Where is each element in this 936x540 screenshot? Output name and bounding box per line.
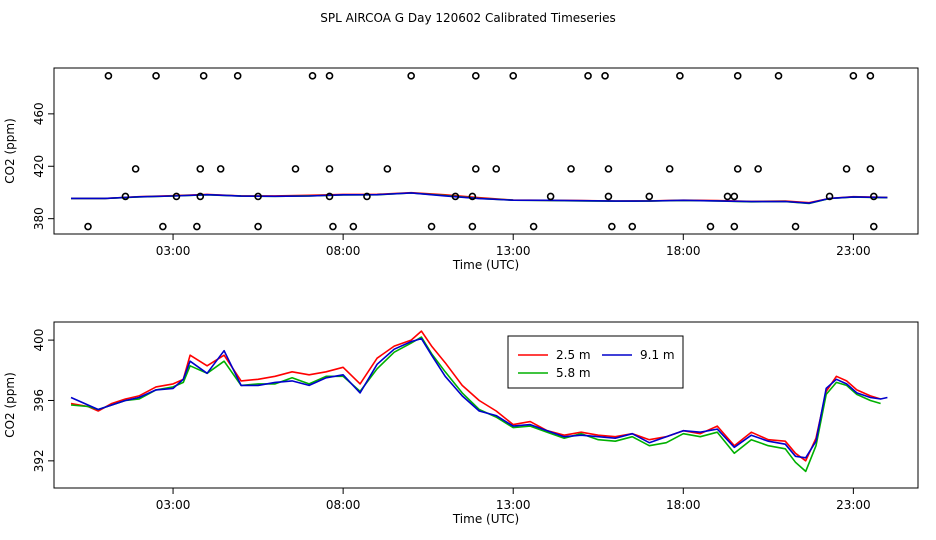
calibration-point xyxy=(546,192,555,201)
calibration-point xyxy=(567,165,575,173)
calibration-point xyxy=(601,72,609,80)
y-tick-label: 396 xyxy=(32,389,46,412)
calibration-point xyxy=(254,222,262,231)
y-tick-label: 380 xyxy=(32,207,46,230)
calibration-point xyxy=(291,165,300,173)
calibration-point xyxy=(774,72,783,80)
calibration-point xyxy=(723,192,732,201)
calibration-point xyxy=(676,72,684,80)
calibration-point xyxy=(363,192,371,201)
legend-label: 9.1 m xyxy=(640,348,675,362)
x-tick-label: 03:00 xyxy=(156,498,191,512)
calibration-point xyxy=(104,72,113,80)
x-axis-label: Time (UTC) xyxy=(452,258,519,272)
x-axis-label: Time (UTC) xyxy=(452,512,519,526)
calibration-point xyxy=(869,192,878,201)
x-tick-label: 23:00 xyxy=(836,498,871,512)
calibration-point xyxy=(529,222,538,231)
y-tick-label: 420 xyxy=(32,155,46,178)
legend-box xyxy=(507,335,684,389)
calibration-point xyxy=(131,165,140,173)
plot-area xyxy=(71,72,888,231)
calibration-point xyxy=(84,222,92,231)
top-panel: 03:00 08:00 13:00 18:00 23:00 380 420 460 Time (… xyxy=(3,67,919,272)
plot-frame xyxy=(53,67,919,235)
calibration-point xyxy=(509,72,518,80)
y-axis-label: CO2 (ppm) xyxy=(3,372,17,438)
calibration-point xyxy=(383,165,392,173)
calibration-point xyxy=(196,165,205,173)
y-tick-label: 392 xyxy=(32,449,46,472)
calibration-point xyxy=(584,72,592,80)
calibration-point xyxy=(791,222,800,231)
calibration-point xyxy=(329,222,337,231)
calibration-point xyxy=(733,165,742,173)
calibration-point xyxy=(172,192,181,201)
calibration-point xyxy=(121,192,130,201)
plot-area xyxy=(70,330,888,473)
x-tick-label: 08:00 xyxy=(326,498,361,512)
calibration-point xyxy=(159,222,167,231)
calibration-point xyxy=(254,192,262,201)
calibration-point xyxy=(471,72,480,80)
calibration-point xyxy=(604,192,613,201)
calibration-point xyxy=(866,165,875,173)
calibration-point xyxy=(193,222,201,231)
calibration-point xyxy=(308,72,317,80)
calibration-point xyxy=(665,165,674,173)
plot-frame xyxy=(53,321,919,489)
bottom-panel: 03:00 08:00 13:00 18:00 23:00 392 396 400 Time (… xyxy=(3,321,919,526)
legend: 2.5 m 5.8 m 9.1 m xyxy=(507,335,684,389)
calibration-point xyxy=(451,192,460,201)
calibration-point xyxy=(199,72,208,80)
calibration-point xyxy=(730,222,739,231)
calibration-point xyxy=(216,165,225,173)
calibration-point xyxy=(628,222,637,231)
y-tick-label: 400 xyxy=(32,329,46,352)
calibration-point xyxy=(825,192,834,201)
calibration-point xyxy=(604,165,613,173)
calibration-point xyxy=(842,165,851,173)
calibration-point xyxy=(325,72,334,80)
calibration-point xyxy=(349,222,358,231)
calibration-point xyxy=(492,165,501,173)
calibration-point xyxy=(325,165,334,173)
y-axis-label: CO2 (ppm) xyxy=(3,118,17,184)
calibration-point xyxy=(233,72,242,80)
y-tick-label: 460 xyxy=(32,102,46,125)
calibration-point xyxy=(152,72,160,80)
x-tick-label: 13:00 xyxy=(496,498,531,512)
calibration-point xyxy=(733,72,742,80)
calibration-point xyxy=(754,165,762,173)
calibration-point xyxy=(468,192,477,201)
series-line-2-5-m xyxy=(70,330,881,462)
calibration-point xyxy=(471,165,480,173)
series-line-5-8-m xyxy=(70,336,881,473)
chart-title: SPL AIRCOA G Day 120602 Calibrated Times… xyxy=(320,11,615,25)
calibration-point xyxy=(730,192,739,201)
x-tick-label: 03:00 xyxy=(156,244,191,258)
series-line-9-1-m xyxy=(71,192,888,204)
calibration-point xyxy=(645,192,654,201)
legend-label: 2.5 m xyxy=(556,348,591,362)
calibration-point xyxy=(427,222,436,231)
calibration-point xyxy=(196,192,205,201)
calibration-point xyxy=(608,222,616,231)
x-tick-label: 23:00 xyxy=(836,244,871,258)
calibration-point xyxy=(706,222,715,231)
legend-label: 5.8 m xyxy=(556,366,591,380)
calibration-point xyxy=(407,72,415,80)
x-tick-label: 18:00 xyxy=(666,498,701,512)
calibration-point xyxy=(849,72,858,80)
x-tick-label: 13:00 xyxy=(496,244,531,258)
calibration-point xyxy=(325,192,334,201)
series-line-9-1-m xyxy=(70,337,888,459)
calibration-point xyxy=(869,222,878,231)
calibration-point xyxy=(866,72,875,80)
x-tick-label: 08:00 xyxy=(326,244,361,258)
calibration-point xyxy=(468,222,477,231)
x-tick-label: 18:00 xyxy=(666,244,701,258)
